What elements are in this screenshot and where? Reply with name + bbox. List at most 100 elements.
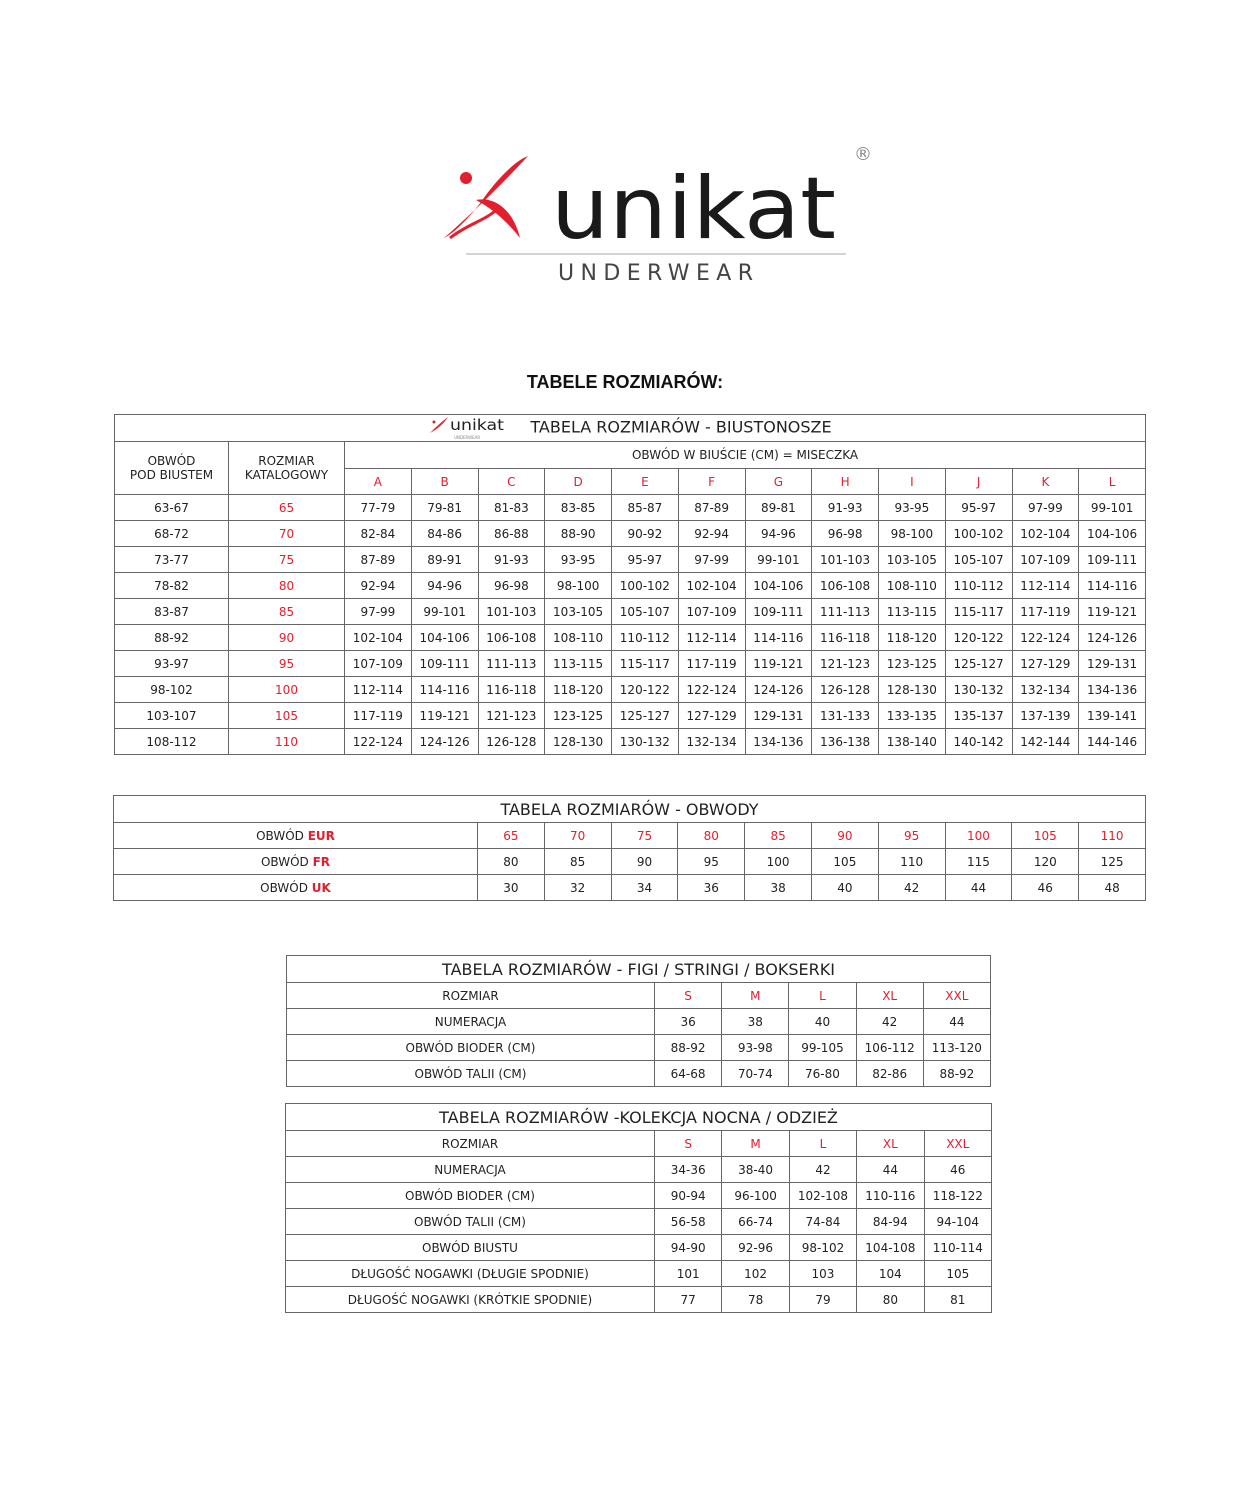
under-bust-cell: 83-87 xyxy=(114,598,229,625)
bust-range-cell: 117-119 xyxy=(677,650,746,677)
bust-range-cell: 116-118 xyxy=(477,676,546,703)
value-cell: 93-98 xyxy=(721,1034,790,1061)
table-row: 98-102 100 112-114 114-116 116-118 118-120 120… xyxy=(114,676,1146,703)
bust-range-cell: 105-107 xyxy=(611,598,679,625)
label-text: OBWÓD xyxy=(260,880,312,895)
under-bust-cell: 78-82 xyxy=(114,572,229,599)
bust-range-cell: 102-104 xyxy=(1011,520,1080,547)
size-letter: L xyxy=(788,1130,858,1157)
bust-range-cell: 97-99 xyxy=(677,546,746,573)
table-row: OBWÓD FR 80 85 90 95 100 105 110 115 120 125 xyxy=(113,848,1146,875)
bust-range-cell: 103-105 xyxy=(878,546,946,573)
svg-text:unikat: unikat xyxy=(551,159,836,259)
bust-range-cell: 106-108 xyxy=(477,624,546,651)
band-value-cell: 85 xyxy=(744,822,812,849)
bust-range-cell: 114-116 xyxy=(1078,572,1146,599)
value-cell: 92-96 xyxy=(721,1234,790,1261)
bust-range-cell: 100-102 xyxy=(944,520,1013,547)
page-title: TABELE ROZMIARÓW: xyxy=(526,372,724,392)
cup-header: OBWÓD W BIUŚCIE (CM) = MISECZKA xyxy=(344,441,1146,469)
bust-range-cell: 110-112 xyxy=(944,572,1013,599)
bust-range-cell: 122-124 xyxy=(677,676,746,703)
bust-range-cell: 107-109 xyxy=(677,598,746,625)
table-title: TABELA ROZMIARÓW -KOLEKCJA NOCNA / ODZIE… xyxy=(285,1103,992,1131)
bust-range-cell: 132-134 xyxy=(677,728,746,755)
band-value-cell: 42 xyxy=(877,874,946,901)
bust-range-cell: 93-95 xyxy=(878,494,946,521)
table-title-text: TABELA ROZMIARÓW - BIUSTONOSZE xyxy=(530,417,832,437)
bust-range-cell: 114-116 xyxy=(744,624,813,651)
bust-range-cell: 113-115 xyxy=(878,598,946,625)
bust-range-cell: 89-81 xyxy=(744,494,813,521)
header-line: OBWÓD xyxy=(147,454,196,468)
band-size-table: TABELA ROZMIARÓW - OBWODY OBWÓD EUR 65 70 75… xyxy=(113,795,1146,901)
band-value-cell: 44 xyxy=(944,874,1013,901)
bust-range-cell: 101-103 xyxy=(811,546,879,573)
bust-range-cell: 123-125 xyxy=(878,650,946,677)
table-row: OBWÓD UK 30 32 34 36 38 40 42 44 46 48 xyxy=(113,874,1146,901)
value-cell: 94-90 xyxy=(653,1234,723,1261)
bust-range-cell: 109-111 xyxy=(410,650,479,677)
bust-range-cell: 82-84 xyxy=(344,520,412,547)
table-row: 103-107 105 117-119 119-121 121-123 123-125 12… xyxy=(114,702,1146,729)
cup-letter: G xyxy=(744,468,813,495)
bust-range-cell: 98-100 xyxy=(544,572,612,599)
band-value-cell: 100 xyxy=(744,848,812,875)
table-title: TABELA ROZMIARÓW - FIGI / STRINGI / BOKS… xyxy=(286,955,991,983)
bust-range-cell: 96-98 xyxy=(811,520,879,547)
bust-range-cell: 124-126 xyxy=(744,676,813,703)
band-value-cell: 46 xyxy=(1011,874,1080,901)
catalog-size-cell: 70 xyxy=(228,520,345,547)
bust-range-cell: 89-91 xyxy=(410,546,479,573)
value-cell: 76-80 xyxy=(788,1060,857,1087)
row-label: OBWÓD EUR xyxy=(113,822,478,849)
bust-range-cell: 120-122 xyxy=(944,624,1013,651)
row-label: OBWÓD BIODER (CM) xyxy=(285,1182,655,1209)
size-letter: M xyxy=(721,1130,790,1157)
size-letter: XXL xyxy=(923,1130,993,1157)
size-label-cell: ROZMIAR xyxy=(286,982,655,1009)
value-cell: 101 xyxy=(653,1260,723,1287)
bust-range-cell: 104-106 xyxy=(1078,520,1146,547)
bust-range-cell: 81-83 xyxy=(477,494,546,521)
bust-range-cell: 104-106 xyxy=(410,624,479,651)
bust-range-cell: 98-100 xyxy=(878,520,946,547)
under-bust-cell: 73-77 xyxy=(114,546,229,573)
value-cell: 88-92 xyxy=(653,1034,723,1061)
bust-range-cell: 115-117 xyxy=(611,650,679,677)
cup-letter: C xyxy=(477,468,546,495)
band-value-cell: 120 xyxy=(1011,848,1080,875)
under-bust-cell: 68-72 xyxy=(114,520,229,547)
value-cell: 88-92 xyxy=(922,1060,992,1087)
value-cell: 36 xyxy=(653,1008,723,1035)
bust-range-cell: 136-138 xyxy=(811,728,879,755)
bust-range-cell: 97-99 xyxy=(344,598,412,625)
bust-range-cell: 109-111 xyxy=(1078,546,1146,573)
value-cell: 84-94 xyxy=(856,1208,925,1235)
size-letter: XXL xyxy=(922,982,992,1009)
cup-letter: H xyxy=(811,468,879,495)
size-letter: XL xyxy=(856,1130,925,1157)
bust-range-cell: 87-89 xyxy=(344,546,412,573)
label-text: OBWÓD xyxy=(256,828,308,843)
table-row: NUMERACJA 34-36 38-40 42 44 46 xyxy=(285,1156,993,1183)
value-cell: 42 xyxy=(855,1008,924,1035)
bust-range-cell: 117-119 xyxy=(1011,598,1080,625)
bust-range-cell: 110-112 xyxy=(611,624,679,651)
bust-range-cell: 117-119 xyxy=(344,702,412,729)
header-line: POD BIUSTEM xyxy=(129,468,214,482)
bust-range-cell: 115-117 xyxy=(944,598,1013,625)
bust-range-cell: 122-124 xyxy=(1011,624,1080,651)
band-value-cell: 110 xyxy=(877,848,946,875)
bust-range-cell: 99-101 xyxy=(1078,494,1146,521)
bust-range-cell: 125-127 xyxy=(944,650,1013,677)
bust-range-cell: 108-110 xyxy=(878,572,946,599)
bust-range-cell: 79-81 xyxy=(410,494,479,521)
bust-range-cell: 85-87 xyxy=(611,494,679,521)
table-row: 63-67 65 77-79 79-81 81-83 83-85 85-87 87-89 89-… xyxy=(114,494,1146,521)
value-cell: 99-105 xyxy=(788,1034,857,1061)
bust-range-cell: 140-142 xyxy=(944,728,1013,755)
bust-range-cell: 139-141 xyxy=(1078,702,1146,729)
band-value-cell: 90 xyxy=(810,822,879,849)
